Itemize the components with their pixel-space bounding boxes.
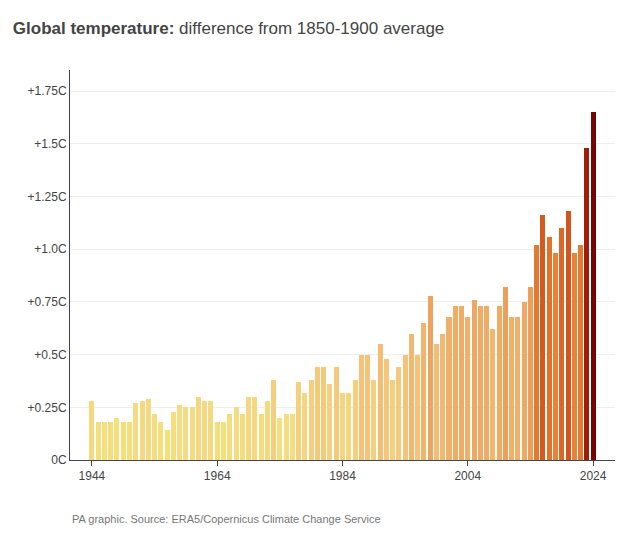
svg-text:Global temperature: difference: Global temperature: difference from 1850… <box>13 19 445 38</box>
svg-text:2004: 2004 <box>454 469 481 483</box>
svg-text:1984: 1984 <box>329 469 356 483</box>
svg-text:+1.75C: +1.75C <box>28 84 67 98</box>
svg-text:1944: 1944 <box>79 469 106 483</box>
svg-text:+1.5C: +1.5C <box>34 137 67 151</box>
svg-text:PA graphic. Source: ERA5/Coper: PA graphic. Source: ERA5/Copernicus Clim… <box>72 513 381 525</box>
svg-text:+1.25C: +1.25C <box>28 190 67 204</box>
svg-text:+1.0C: +1.0C <box>34 242 67 256</box>
svg-text:+0.25C: +0.25C <box>28 401 67 415</box>
svg-text:+0.75C: +0.75C <box>28 295 67 309</box>
svg-text:0C: 0C <box>51 453 67 467</box>
svg-text:+0.5C: +0.5C <box>34 348 67 362</box>
svg-text:2024: 2024 <box>580 469 607 483</box>
svg-text:1964: 1964 <box>204 469 231 483</box>
